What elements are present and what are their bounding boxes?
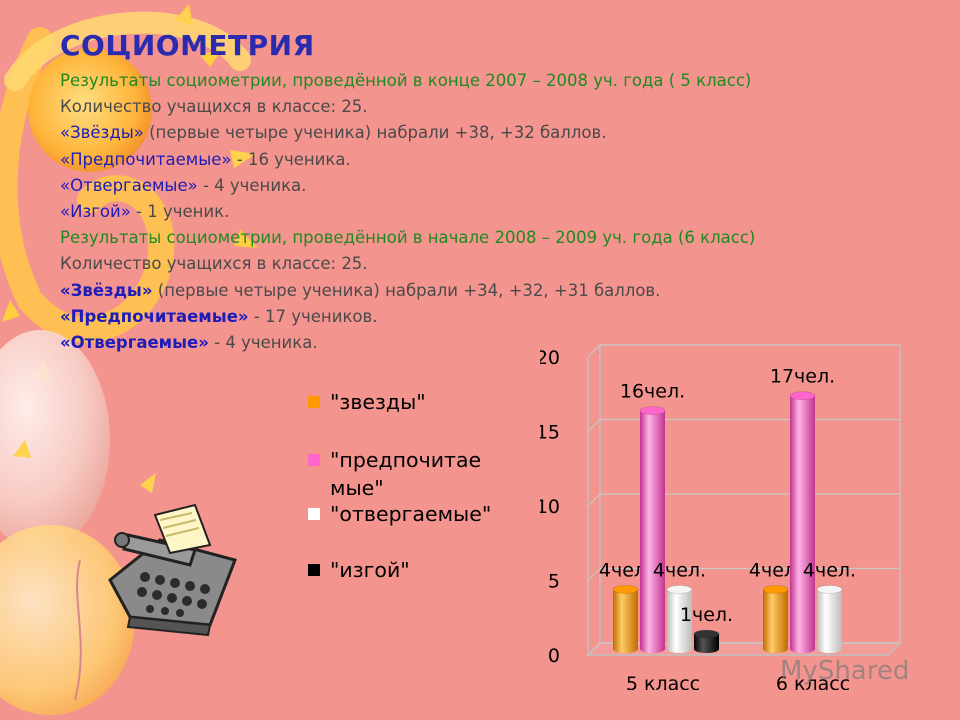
legend-item: "отвергаемые" bbox=[308, 500, 491, 528]
info-line: «Звёзды» (первые четыре ученика) набрали… bbox=[60, 278, 940, 304]
info-line: «Отвергаемые» - 4 ученика. bbox=[60, 330, 940, 356]
x-category-label: 5 класс bbox=[626, 673, 700, 690]
legend-swatch bbox=[308, 564, 320, 576]
legend-item: "изгой" bbox=[308, 556, 410, 584]
legend-label: "звезды" bbox=[330, 390, 426, 414]
data-label: 4чел. bbox=[803, 559, 856, 581]
typewriter-image bbox=[108, 503, 237, 637]
info-line-segment: - 4 ученика. bbox=[197, 175, 307, 195]
bar-top bbox=[789, 391, 816, 401]
info-line-segment: «Отвергаемые» bbox=[60, 175, 198, 195]
data-label: 4чел. bbox=[599, 559, 652, 581]
bar-top bbox=[666, 584, 693, 594]
info-line: Результаты социометрии, проведённой в ко… bbox=[60, 68, 940, 94]
x-category-label: 6 класс bbox=[776, 673, 850, 690]
info-line-segment: (первые четыре ученика) набрали +34, +32… bbox=[152, 280, 661, 300]
info-line: «Предпочитаемые» - 17 учеников. bbox=[60, 304, 940, 330]
bar-stars bbox=[613, 589, 638, 653]
info-line-segment: «Звёзды» bbox=[60, 123, 144, 143]
data-label: 4чел. bbox=[749, 559, 802, 581]
legend-label: "изгой" bbox=[330, 558, 410, 582]
y-tick-label: 5 bbox=[548, 571, 560, 593]
info-line: «Отвергаемые» - 4 ученика. bbox=[60, 173, 940, 199]
legend-label: "отвергаемые" bbox=[330, 502, 492, 526]
info-line-segment: - 16 ученика. bbox=[231, 149, 351, 169]
info-line-segment: «Звёзды» bbox=[60, 280, 153, 300]
bar-rejected bbox=[817, 589, 842, 653]
legend-swatch bbox=[308, 396, 320, 408]
bar-top bbox=[762, 584, 789, 594]
balloon-decoration bbox=[0, 330, 156, 715]
info-line-segment: - 4 ученика. bbox=[208, 333, 318, 353]
info-line: Количество учащихся в классе: 25. bbox=[60, 251, 940, 277]
info-line-segment: «Изгой» bbox=[60, 202, 131, 222]
y-tick-label: 10 bbox=[540, 496, 560, 518]
legend-swatch bbox=[308, 508, 320, 520]
bar-stars bbox=[763, 589, 788, 653]
info-line-segment: Количество учащихся в классе: 25. bbox=[60, 254, 368, 274]
info-line-segment: - 17 учеников. bbox=[248, 306, 378, 326]
data-label: 4чел. bbox=[653, 559, 706, 581]
info-lines: Результаты социометрии, проведённой в ко… bbox=[60, 68, 940, 356]
info-line-segment: Результаты социометрии, проведённой в ко… bbox=[60, 71, 752, 90]
info-line: «Изгой» - 1 ученик. bbox=[60, 199, 940, 225]
info-line: «Предпочитаемые» - 16 ученика. bbox=[60, 147, 940, 173]
info-line: Результаты социометрии, проведённой в на… bbox=[60, 225, 940, 251]
info-line-segment: «Предпочитаемые» bbox=[60, 149, 232, 169]
bar-outcast bbox=[694, 634, 719, 653]
watermark-text: MyShared bbox=[780, 656, 910, 686]
data-label: 17чел. bbox=[770, 366, 835, 388]
gridline bbox=[587, 344, 900, 358]
bar-chart: 0 5 10 15 20 4чел. 16чел. 4чел. 1чел. 5 класс 4чел… bbox=[540, 344, 901, 690]
info-line-segment: (первые четыре ученика) набрали +38, +32… bbox=[143, 123, 607, 143]
info-line-segment: «Отвергаемые» bbox=[60, 333, 209, 353]
bar-top bbox=[816, 584, 843, 594]
gridline bbox=[587, 418, 900, 432]
info-line-segment: Количество учащихся в классе: 25. bbox=[60, 97, 368, 117]
info-line: Количество учащихся в классе: 25. bbox=[60, 94, 940, 120]
y-tick-label: 15 bbox=[540, 422, 560, 444]
sun-decoration bbox=[0, 4, 258, 386]
gridline bbox=[587, 493, 900, 507]
y-tick-label: 20 bbox=[540, 347, 560, 369]
info-line-segment: Результаты социометрии, проведённой в на… bbox=[60, 228, 756, 248]
text-block: СОЦИОМЕТРИЯ Результаты социометрии, пров… bbox=[60, 30, 940, 356]
info-line-segment: «Предпочитаемые» bbox=[60, 306, 249, 326]
info-line: «Звёзды» (первые четыре ученика) набрали… bbox=[60, 120, 940, 146]
legend-label: "предпочитае мые" bbox=[330, 448, 482, 500]
legend-item: "предпочитае мые" bbox=[308, 446, 500, 502]
y-tick-label: 0 bbox=[548, 645, 560, 667]
data-label: 1чел. bbox=[680, 604, 733, 626]
bar-top bbox=[639, 406, 666, 415]
bar-rejected bbox=[667, 589, 692, 653]
legend-swatch bbox=[308, 454, 320, 466]
legend-item: "звезды" bbox=[308, 388, 426, 416]
data-label: 16чел. bbox=[620, 381, 685, 403]
bar-top bbox=[612, 584, 639, 594]
info-line-segment: - 1 ученик. bbox=[130, 202, 230, 222]
bar-top bbox=[693, 629, 720, 639]
slide-title: СОЦИОМЕТРИЯ bbox=[60, 29, 315, 62]
bar-preferred bbox=[640, 410, 665, 653]
bar-preferred bbox=[790, 395, 815, 653]
